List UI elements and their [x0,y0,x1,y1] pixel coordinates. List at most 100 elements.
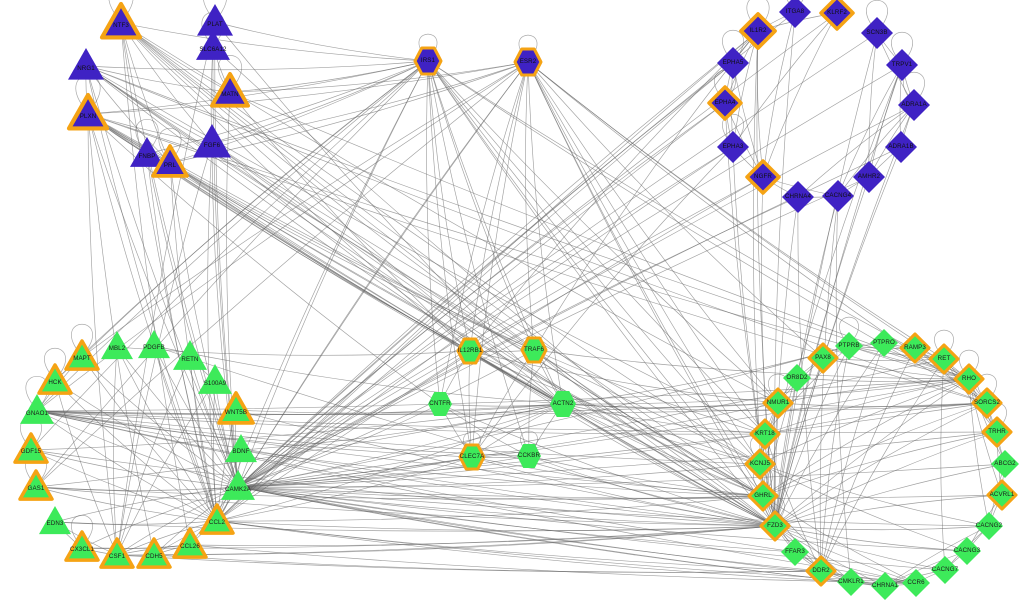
self-loop-edge [218,55,242,87]
edge [427,60,764,497]
edge [237,486,776,527]
edge [237,345,850,488]
graph-node-ccr6[interactable]: CCR6 [897,564,935,600]
edge [533,349,766,435]
graph-node-wnt5b[interactable]: WNT5B [214,388,258,432]
graph-node-clec7a[interactable]: CLEC7A [455,440,489,474]
edge [237,486,968,552]
edge [113,346,118,556]
graph-node-actn2[interactable]: ACTN2 [545,386,581,422]
graph-node-chrna4[interactable]: CHRNA4 [777,176,819,218]
graph-node-nrg1[interactable]: NRG1 [63,43,109,89]
graph-node-slc6a12[interactable]: SLC6A12 [191,25,235,69]
edge [116,380,216,556]
edge [226,91,239,488]
edge [81,356,239,488]
edge [35,486,776,527]
edge [237,12,838,488]
graph-node-esr2[interactable]: ESR2 [510,44,546,80]
self-loop-edge [866,0,888,28]
triangle-node-shape [13,432,49,464]
triangle-node-shape [101,331,133,360]
diamond-node-shape [749,418,781,450]
self-loop-edge [44,348,66,376]
edge [237,102,726,488]
diamond-node-shape [931,556,959,584]
triangle-node-shape [64,530,100,562]
edge [214,21,564,405]
graph-node-epha4[interactable]: EPHA4 [704,82,746,124]
edge [533,349,764,497]
edge [762,378,970,497]
graph-node-traf6[interactable]: TRAF6 [517,333,551,367]
diamond-node-shape [928,343,960,375]
edge [146,60,429,155]
graph-node-adra1a[interactable]: ADRA1A [893,84,935,126]
edge [120,22,535,351]
edge [527,61,945,360]
edge [527,61,779,404]
edge [30,449,239,488]
edge [36,378,970,412]
diamond-node-shape [899,332,931,364]
edge [237,349,535,488]
edge [153,345,564,405]
graph-node-klrf2[interactable]: KLRF2 [816,0,858,34]
edge [237,486,1003,499]
graph-node-fgf6[interactable]: FGF6 [188,119,236,167]
edge [87,113,441,405]
self-loop-edge [71,515,93,543]
graph-node-cdh5[interactable]: CDH5 [133,534,175,576]
edge [774,402,988,527]
edge [774,378,970,527]
edge [562,403,764,497]
self-loop-edge [768,373,788,398]
triangle-node-shape [172,527,208,559]
edge [732,12,838,148]
edge [439,403,530,457]
diamond-node-shape [986,479,1018,511]
graph-node-cckbr[interactable]: CCKBR [512,439,546,473]
self-loop-edge [903,72,925,100]
edge [469,30,759,352]
edge [207,142,218,522]
edge [820,358,945,572]
edge [797,104,915,198]
diamond-node-shape [981,416,1013,448]
graph-node-cacng4[interactable]: CACNG4 [817,175,859,217]
graph-node-gnao1[interactable]: GNAO1 [15,389,59,433]
edge [439,403,776,527]
edge [116,525,776,556]
edge [427,60,766,435]
graph-node-cntfr[interactable]: CNTFR [423,387,457,421]
diamond-node-shape [745,159,781,195]
edge [235,403,564,414]
diamond-node-shape [871,572,899,600]
edge [439,61,529,405]
graph-node-cmklr1[interactable]: CMKLR1 [832,563,870,600]
edge [169,162,239,488]
edge [116,21,216,556]
graph-node-matn[interactable]: MATN [207,69,253,115]
graph-node-plxn[interactable]: PLXN [64,90,112,138]
graph-node-ntf3[interactable]: NTF3 [97,0,145,47]
graph-node-epha5[interactable]: EPHA5 [712,42,754,84]
edge [87,60,429,115]
triangle-node-shape [18,469,54,501]
edge [116,346,239,488]
edge [237,402,988,488]
edge [36,410,796,553]
graph-node-irs1[interactable]: IRS1 [410,43,446,79]
graph-node-trpv1[interactable]: TRPV1 [881,44,923,86]
edge [30,60,429,451]
edge [216,176,764,522]
edge [837,104,915,197]
graph-node-il12rb1[interactable]: IL12RB1 [453,334,487,368]
edge [237,486,822,572]
edge [120,22,471,352]
edge [216,146,734,522]
diamond-node-shape [739,12,777,50]
self-loop-edge [203,0,227,17]
graph-node-prl[interactable]: PRL [148,141,192,185]
